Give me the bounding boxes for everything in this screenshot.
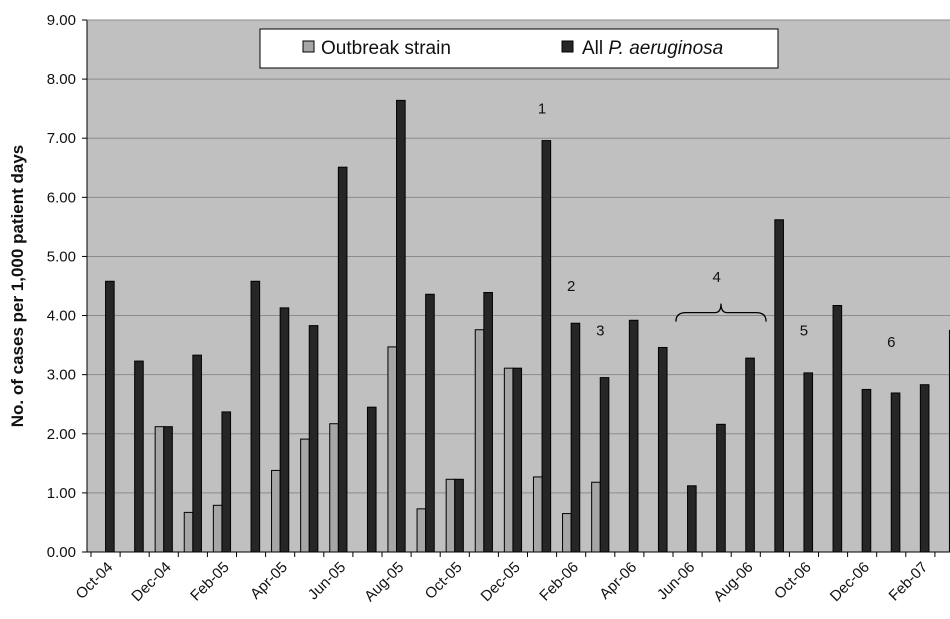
axes bbox=[82, 19, 950, 557]
y-tick-label: 7.00 bbox=[47, 130, 76, 147]
annotation-label: 4 bbox=[712, 269, 720, 286]
x-tick-label: Aug-05 bbox=[361, 559, 407, 605]
annotation-label: 5 bbox=[800, 322, 808, 339]
bar-all-p-aeruginosa bbox=[366, 406, 377, 553]
bar-all-p-aeruginosa bbox=[803, 372, 814, 553]
x-tick-label: Feb-07 bbox=[886, 559, 932, 605]
brace-annotation bbox=[675, 303, 767, 322]
x-tick-label: Dec-05 bbox=[478, 559, 524, 605]
bar-outbreak-strain bbox=[212, 504, 223, 553]
legend: Outbreak strain All P. aeruginosa bbox=[259, 28, 779, 69]
y-tick-label: 3.00 bbox=[47, 367, 76, 384]
bar-outbreak-strain bbox=[474, 329, 485, 553]
x-tick-label: Aug-06 bbox=[710, 559, 756, 605]
bar-all-p-aeruginosa bbox=[337, 166, 348, 553]
bars bbox=[105, 99, 950, 553]
bar-outbreak-strain bbox=[532, 476, 543, 553]
bar-outbreak-strain bbox=[387, 346, 398, 553]
x-tick-label: Jun-06 bbox=[654, 559, 698, 603]
legend-swatch-all bbox=[561, 40, 574, 53]
bar-all-p-aeruginosa bbox=[861, 388, 872, 553]
annotation-label: 2 bbox=[567, 278, 575, 295]
y-tick-label: 9.00 bbox=[47, 12, 76, 29]
legend-label-outbreak: Outbreak strain bbox=[321, 38, 451, 59]
legend-label-all-prefix: All bbox=[582, 38, 608, 59]
x-tick-label: Feb-06 bbox=[536, 559, 582, 605]
legend-box bbox=[259, 28, 779, 69]
bar-outbreak-strain bbox=[271, 469, 281, 553]
bar-all-p-aeruginosa bbox=[396, 99, 406, 553]
bar-all-p-aeruginosa bbox=[657, 346, 668, 553]
bar-all-p-aeruginosa bbox=[425, 293, 435, 553]
bar-all-p-aeruginosa bbox=[454, 478, 464, 553]
bar-all-p-aeruginosa bbox=[599, 377, 610, 553]
bar-all-p-aeruginosa bbox=[890, 392, 901, 553]
x-tick-label: Dec-06 bbox=[827, 559, 873, 605]
bar-all-p-aeruginosa bbox=[105, 280, 115, 553]
x-tick-label: Jun-05 bbox=[305, 559, 349, 603]
legend-label-all-italic: P. aeruginosa bbox=[608, 38, 723, 59]
annotation-label: 6 bbox=[887, 334, 895, 351]
bar-all-p-aeruginosa bbox=[774, 219, 784, 553]
bar-outbreak-strain bbox=[154, 426, 165, 553]
legend-swatch-outbreak bbox=[302, 40, 315, 53]
bar-all-p-aeruginosa bbox=[832, 305, 843, 553]
bar-outbreak-strain bbox=[329, 423, 339, 553]
bar-all-p-aeruginosa bbox=[221, 411, 232, 553]
bar-outbreak-strain bbox=[445, 478, 456, 553]
bar-outbreak-strain bbox=[300, 438, 310, 553]
x-tick-label: Feb-05 bbox=[187, 559, 233, 605]
legend-label-all: All P. aeruginosa bbox=[582, 38, 723, 59]
bar-all-p-aeruginosa bbox=[570, 322, 581, 553]
y-tick-label: 2.00 bbox=[47, 426, 76, 443]
y-tick-label: 8.00 bbox=[47, 71, 76, 88]
bar-outbreak-strain bbox=[416, 508, 427, 553]
annotations: 1 2 3 4 5 6 bbox=[538, 101, 896, 351]
bar-all-p-aeruginosa bbox=[250, 280, 261, 553]
bar-all-p-aeruginosa bbox=[512, 367, 523, 553]
y-tick-label: 6.00 bbox=[47, 189, 76, 206]
bar-all-p-aeruginosa bbox=[919, 384, 930, 553]
x-tick-label: Oct-05 bbox=[422, 559, 466, 603]
bar-all-p-aeruginosa bbox=[279, 307, 290, 553]
bar-outbreak-strain bbox=[591, 481, 601, 553]
y-tick-labels: 0.00 1.00 2.00 3.00 4.00 5.00 6.00 7.00 8.00 9.00 bbox=[47, 12, 76, 561]
x-tick-label: Apr-05 bbox=[247, 559, 291, 603]
bar-all-p-aeruginosa bbox=[687, 485, 697, 553]
x-tick-label: Oct-06 bbox=[771, 559, 815, 603]
y-tick-label: 0.00 bbox=[47, 544, 76, 561]
bar-all-p-aeruginosa bbox=[541, 140, 552, 553]
bar-all-p-aeruginosa bbox=[483, 292, 493, 553]
annotation-label: 3 bbox=[596, 322, 604, 339]
bar-all-p-aeruginosa bbox=[628, 319, 639, 553]
bar-outbreak-strain bbox=[562, 513, 572, 553]
x-tick-label: Apr-06 bbox=[596, 559, 640, 603]
bar-all-p-aeruginosa bbox=[163, 426, 173, 553]
bar-all-p-aeruginosa bbox=[192, 354, 202, 553]
x-tick-labels: Oct-04 Dec-04 Feb-05 Apr-05 Jun-05 Aug-05 Oct-… bbox=[73, 559, 932, 605]
bar-outbreak-strain bbox=[503, 367, 514, 553]
bar-all-p-aeruginosa bbox=[134, 360, 144, 553]
bar-all-p-aeruginosa bbox=[716, 423, 726, 553]
y-axis-label: No. of cases per 1,000 patient days bbox=[8, 145, 27, 428]
x-tick-label: Dec-04 bbox=[128, 559, 174, 605]
y-tick-label: 5.00 bbox=[47, 248, 76, 265]
x-tick-label: Oct-04 bbox=[73, 559, 117, 603]
annotation-label: 1 bbox=[538, 101, 546, 118]
y-tick-label: 4.00 bbox=[47, 308, 76, 325]
bar-all-p-aeruginosa bbox=[308, 325, 319, 553]
bar-all-p-aeruginosa bbox=[745, 357, 755, 553]
y-tick-label: 1.00 bbox=[47, 485, 76, 502]
bar-outbreak-strain bbox=[183, 511, 194, 553]
